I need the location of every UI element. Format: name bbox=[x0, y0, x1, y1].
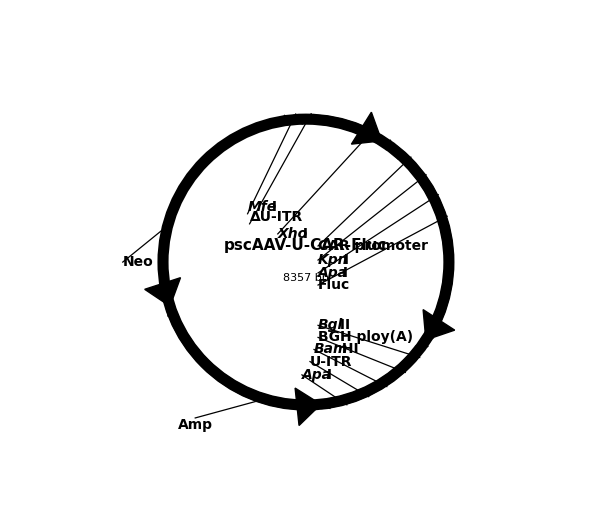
Text: Apa: Apa bbox=[302, 368, 332, 382]
Text: I: I bbox=[322, 368, 332, 382]
Polygon shape bbox=[295, 388, 321, 426]
Text: BGH ploy(A): BGH ploy(A) bbox=[318, 331, 413, 345]
Text: HI: HI bbox=[337, 343, 359, 357]
Text: CAR promoter: CAR promoter bbox=[318, 239, 428, 253]
Polygon shape bbox=[293, 115, 384, 144]
Text: Neo: Neo bbox=[123, 255, 153, 269]
Text: Fluc: Fluc bbox=[318, 278, 350, 292]
Text: I: I bbox=[338, 266, 348, 280]
Text: 8357 bp: 8357 bp bbox=[283, 273, 329, 283]
Text: I: I bbox=[338, 253, 349, 267]
Text: Xho: Xho bbox=[278, 227, 308, 241]
Text: pscAAV-U-CAR-Fluc: pscAAV-U-CAR-Fluc bbox=[224, 238, 387, 254]
Polygon shape bbox=[392, 146, 453, 342]
Text: Bam: Bam bbox=[314, 343, 349, 357]
Text: Mfe: Mfe bbox=[248, 200, 276, 214]
Polygon shape bbox=[166, 305, 303, 410]
Text: Amp: Amp bbox=[178, 418, 213, 432]
Polygon shape bbox=[321, 349, 420, 408]
Text: U-ITR: U-ITR bbox=[310, 355, 352, 369]
Polygon shape bbox=[352, 112, 381, 144]
Text: II: II bbox=[335, 319, 350, 332]
Polygon shape bbox=[423, 310, 455, 340]
Polygon shape bbox=[144, 278, 180, 306]
Text: Apa: Apa bbox=[318, 266, 348, 280]
Text: I: I bbox=[298, 227, 308, 241]
Text: Bgl: Bgl bbox=[318, 319, 343, 332]
Text: I: I bbox=[267, 200, 277, 214]
Text: ΔU-ITR: ΔU-ITR bbox=[250, 210, 303, 224]
Text: Kpn: Kpn bbox=[318, 253, 349, 267]
